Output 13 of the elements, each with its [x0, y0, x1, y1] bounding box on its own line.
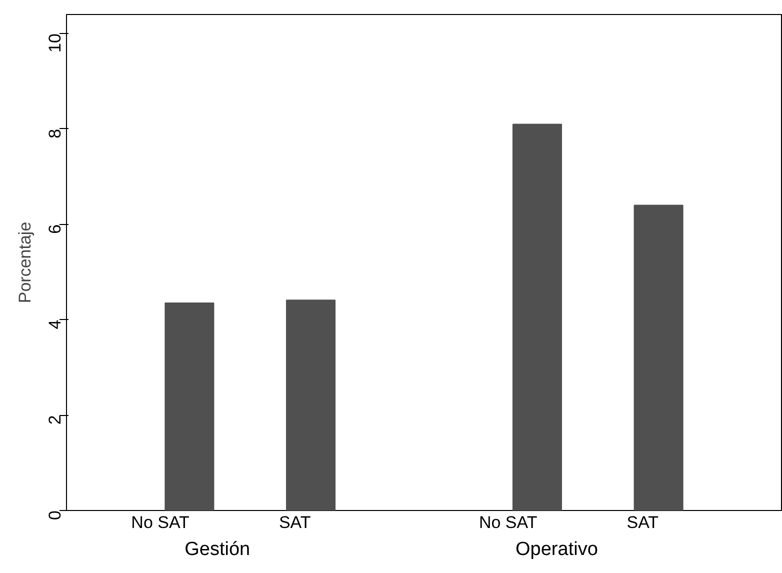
- y-tick-label: 0: [46, 510, 64, 520]
- x-tick-label: SAT: [278, 513, 311, 532]
- y-tick-label: 2: [46, 415, 64, 425]
- text: Gestión: [184, 539, 250, 560]
- y-axis-title: Porcentaje: [16, 222, 34, 304]
- y-tick-label: 8: [46, 128, 64, 138]
- text: Operativo: [516, 539, 598, 560]
- y-tick-label: 6: [46, 224, 64, 234]
- x-tick-label: No SAT: [478, 513, 538, 532]
- x-tick-label: SAT: [626, 513, 659, 532]
- y-tick-label: 10: [46, 34, 64, 52]
- y-tick-label: 4: [46, 320, 64, 330]
- x-tick-label: No SAT: [131, 513, 190, 532]
